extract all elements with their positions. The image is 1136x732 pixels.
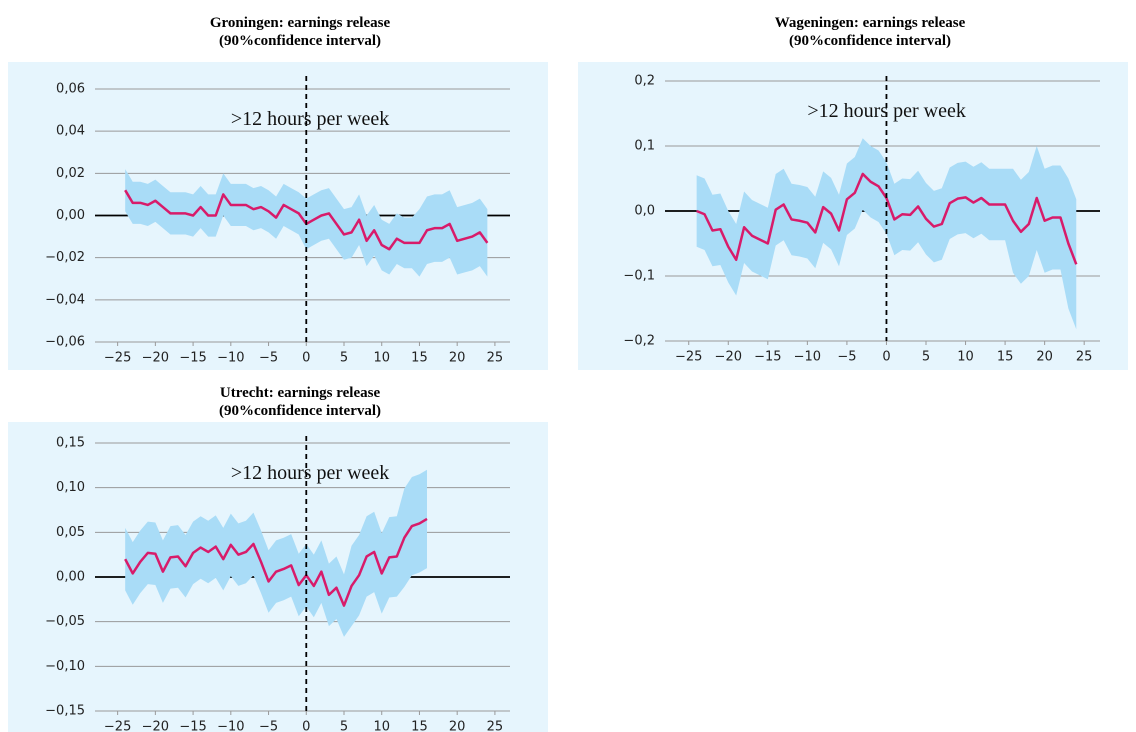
x-tick-label: 20: [1036, 350, 1053, 365]
x-tick-label: −10: [794, 350, 821, 365]
x-tick-label: 25: [1076, 350, 1093, 365]
x-tick-label: −15: [754, 350, 781, 365]
chart-subtitle: (90%confidence interval): [219, 33, 381, 49]
x-tick-label: −15: [179, 351, 206, 366]
x-tick-label: 25: [487, 351, 504, 366]
y-tick-label: −0,2: [623, 334, 655, 349]
y-tick-label: −0,10: [45, 659, 85, 674]
x-tick-label: 15: [997, 350, 1014, 365]
y-tick-label: 0,06: [56, 82, 85, 97]
x-tick-label: −10: [217, 351, 244, 366]
chart-title: Wageningen: earnings release: [775, 15, 966, 31]
y-tick-label: 0,02: [56, 166, 85, 181]
y-tick-label: 0,00: [56, 208, 85, 223]
panel: Groningen: earnings release (90%confidenc…: [8, 15, 548, 370]
y-tick-label: −0,06: [45, 335, 85, 350]
y-tick-label: 0,00: [56, 570, 85, 585]
x-tick-label: 5: [340, 351, 348, 366]
annotation: >12 hours per week: [807, 100, 965, 122]
y-tick-label: −0,05: [45, 614, 85, 629]
x-tick-label: 15: [411, 720, 428, 732]
annotation: >12 hours per week: [231, 462, 389, 484]
estimate-line: [124, 517, 428, 607]
y-tick-label: 0,10: [56, 480, 85, 495]
x-tick-label: −5: [837, 350, 856, 365]
x-tick-label: −5: [259, 720, 278, 732]
y-tick-label: 0,05: [56, 525, 85, 540]
x-tick-label: 5: [340, 720, 348, 732]
x-tick-label: 25: [487, 720, 504, 732]
x-tick-label: 10: [957, 350, 974, 365]
x-tick-label: 0: [302, 720, 310, 732]
annotation: >12 hours per week: [231, 108, 389, 130]
y-tick-label: −0,02: [45, 250, 85, 265]
x-tick-label: 15: [411, 351, 428, 366]
y-tick-label: 0,1: [634, 139, 655, 154]
chart-subtitle: (90%confidence interval): [789, 33, 951, 49]
x-tick-label: −20: [142, 351, 169, 366]
x-tick-label: 10: [373, 720, 390, 732]
x-tick-label: −25: [675, 350, 702, 365]
y-tick-label: 0,04: [56, 124, 85, 139]
chart-title: Utrecht: earnings release: [220, 385, 381, 401]
x-tick-label: 0: [882, 350, 890, 365]
x-tick-label: 20: [449, 351, 466, 366]
y-tick-label: −0,15: [45, 704, 85, 719]
y-tick-label: 0,0: [634, 204, 655, 219]
x-tick-label: 10: [373, 351, 390, 366]
y-tick-label: 0,15: [56, 436, 85, 451]
x-tick-label: −10: [217, 720, 244, 732]
y-tick-label: −0,1: [623, 269, 655, 284]
x-tick-label: −20: [142, 720, 169, 732]
x-tick-label: 5: [922, 350, 930, 365]
x-tick-label: −5: [259, 351, 278, 366]
panel: Utrecht: earnings release (90%confidence …: [8, 385, 548, 732]
x-tick-label: 20: [449, 720, 466, 732]
chart-subtitle: (90%confidence interval): [219, 403, 381, 419]
chart-title: Groningen: earnings release: [210, 15, 391, 31]
panel: Wageningen: earnings release (90%confiden…: [578, 15, 1128, 370]
y-tick-label: −0,04: [45, 292, 85, 307]
x-tick-label: −20: [715, 350, 742, 365]
x-tick-label: 0: [302, 351, 310, 366]
x-tick-label: −25: [104, 720, 131, 732]
y-tick-label: 0,2: [634, 74, 655, 89]
confidence-band: [125, 469, 427, 637]
x-tick-label: −15: [179, 720, 206, 732]
x-tick-label: −25: [104, 351, 131, 366]
